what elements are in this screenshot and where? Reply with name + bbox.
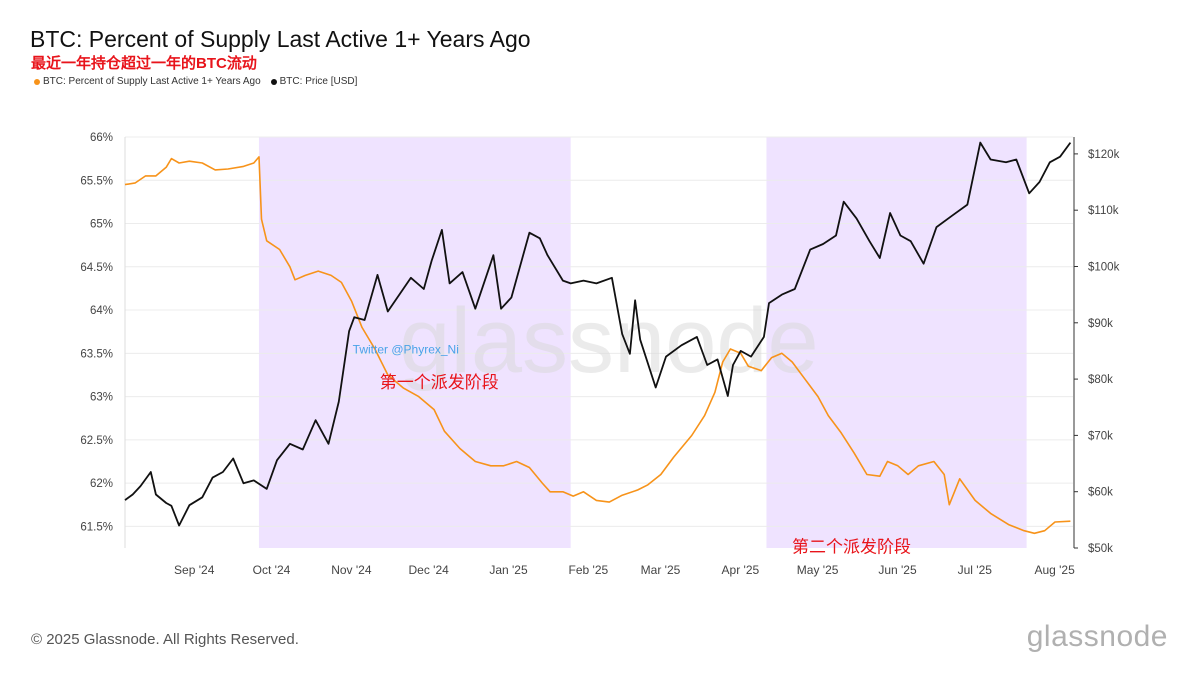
legend-item-supply[interactable]: BTC: Percent of Supply Last Active 1+ Ye… [34,76,261,87]
y-right-tick-label: $110k [1088,205,1119,217]
chart-watermark: glassnode [399,290,818,392]
y-left-tick-label: 63.5% [80,348,113,360]
copyright-text: © 2025 Glassnode. All Rights Reserved. [31,631,299,648]
x-tick-label: Jan '25 [489,563,528,577]
x-tick-label: Dec '24 [408,563,449,577]
legend-dot-supply [34,78,40,85]
x-tick-label: Jun '25 [878,563,917,577]
chart-title: BTC: Percent of Supply Last Active 1+ Ye… [30,26,531,52]
chart-subtitle: 最近一年持仓超过一年的BTC流动 [31,55,257,72]
x-tick-label: May '25 [797,563,839,577]
x-tick-label: Oct '24 [253,563,291,577]
legend-label-supply: BTC: Percent of Supply Last Active 1+ Ye… [43,76,261,87]
x-tick-label: Nov '24 [331,563,372,577]
x-tick-label: Apr '25 [722,563,760,577]
shaded-region-2 [766,137,1027,548]
y-left-tick-label: 61.5% [80,521,113,533]
y-left-tick-label: 65.5% [80,175,113,187]
y-right-tick-label: $60k [1088,487,1113,499]
y-right-tick-label: $70k [1088,430,1113,442]
series-line-price [124,141,1072,527]
y-left-tick-label: 62% [90,478,113,490]
x-tick-label: Feb '25 [569,563,609,577]
annotation-label-1: 第一个派发阶段 [380,373,499,392]
y-right-tick-label: $90k [1088,318,1113,330]
x-tick-label: Mar '25 [641,563,681,577]
shaded-region-1 [258,137,571,548]
y-left-tick-label: 63% [90,392,113,404]
y-right-tick-label: $120k [1088,149,1120,161]
chart-legend: BTC: Percent of Supply Last Active 1+ Ye… [34,76,357,87]
x-tick-label: Sep '24 [174,563,215,577]
y-left-tick-label: 64% [90,305,113,317]
y-right-tick-label: $80k [1088,374,1113,386]
series-line-supply [124,156,1071,535]
x-tick-label: Jul '25 [958,563,993,577]
glassnode-logo: glassnode [1026,620,1168,653]
y-right-tick-label: $50k [1088,543,1113,555]
y-left-tick-label: 62.5% [80,435,113,447]
y-left-tick-label: 66% [90,132,113,144]
legend-dot-price [270,78,277,85]
y-left-tick-label: 65% [90,219,113,231]
y-right-tick-label: $100k [1088,261,1120,273]
annotation-label-2: 第二个派发阶段 [792,537,911,556]
x-tick-label: Aug '25 [1034,563,1075,577]
y-left-tick-label: 64.5% [80,262,113,274]
watermark-twitter: Twitter @Phyrex_Ni [353,342,459,356]
legend-item-price[interactable]: BTC: Price [USD] [270,76,358,87]
legend-label-price: BTC: Price [USD] [279,76,358,87]
